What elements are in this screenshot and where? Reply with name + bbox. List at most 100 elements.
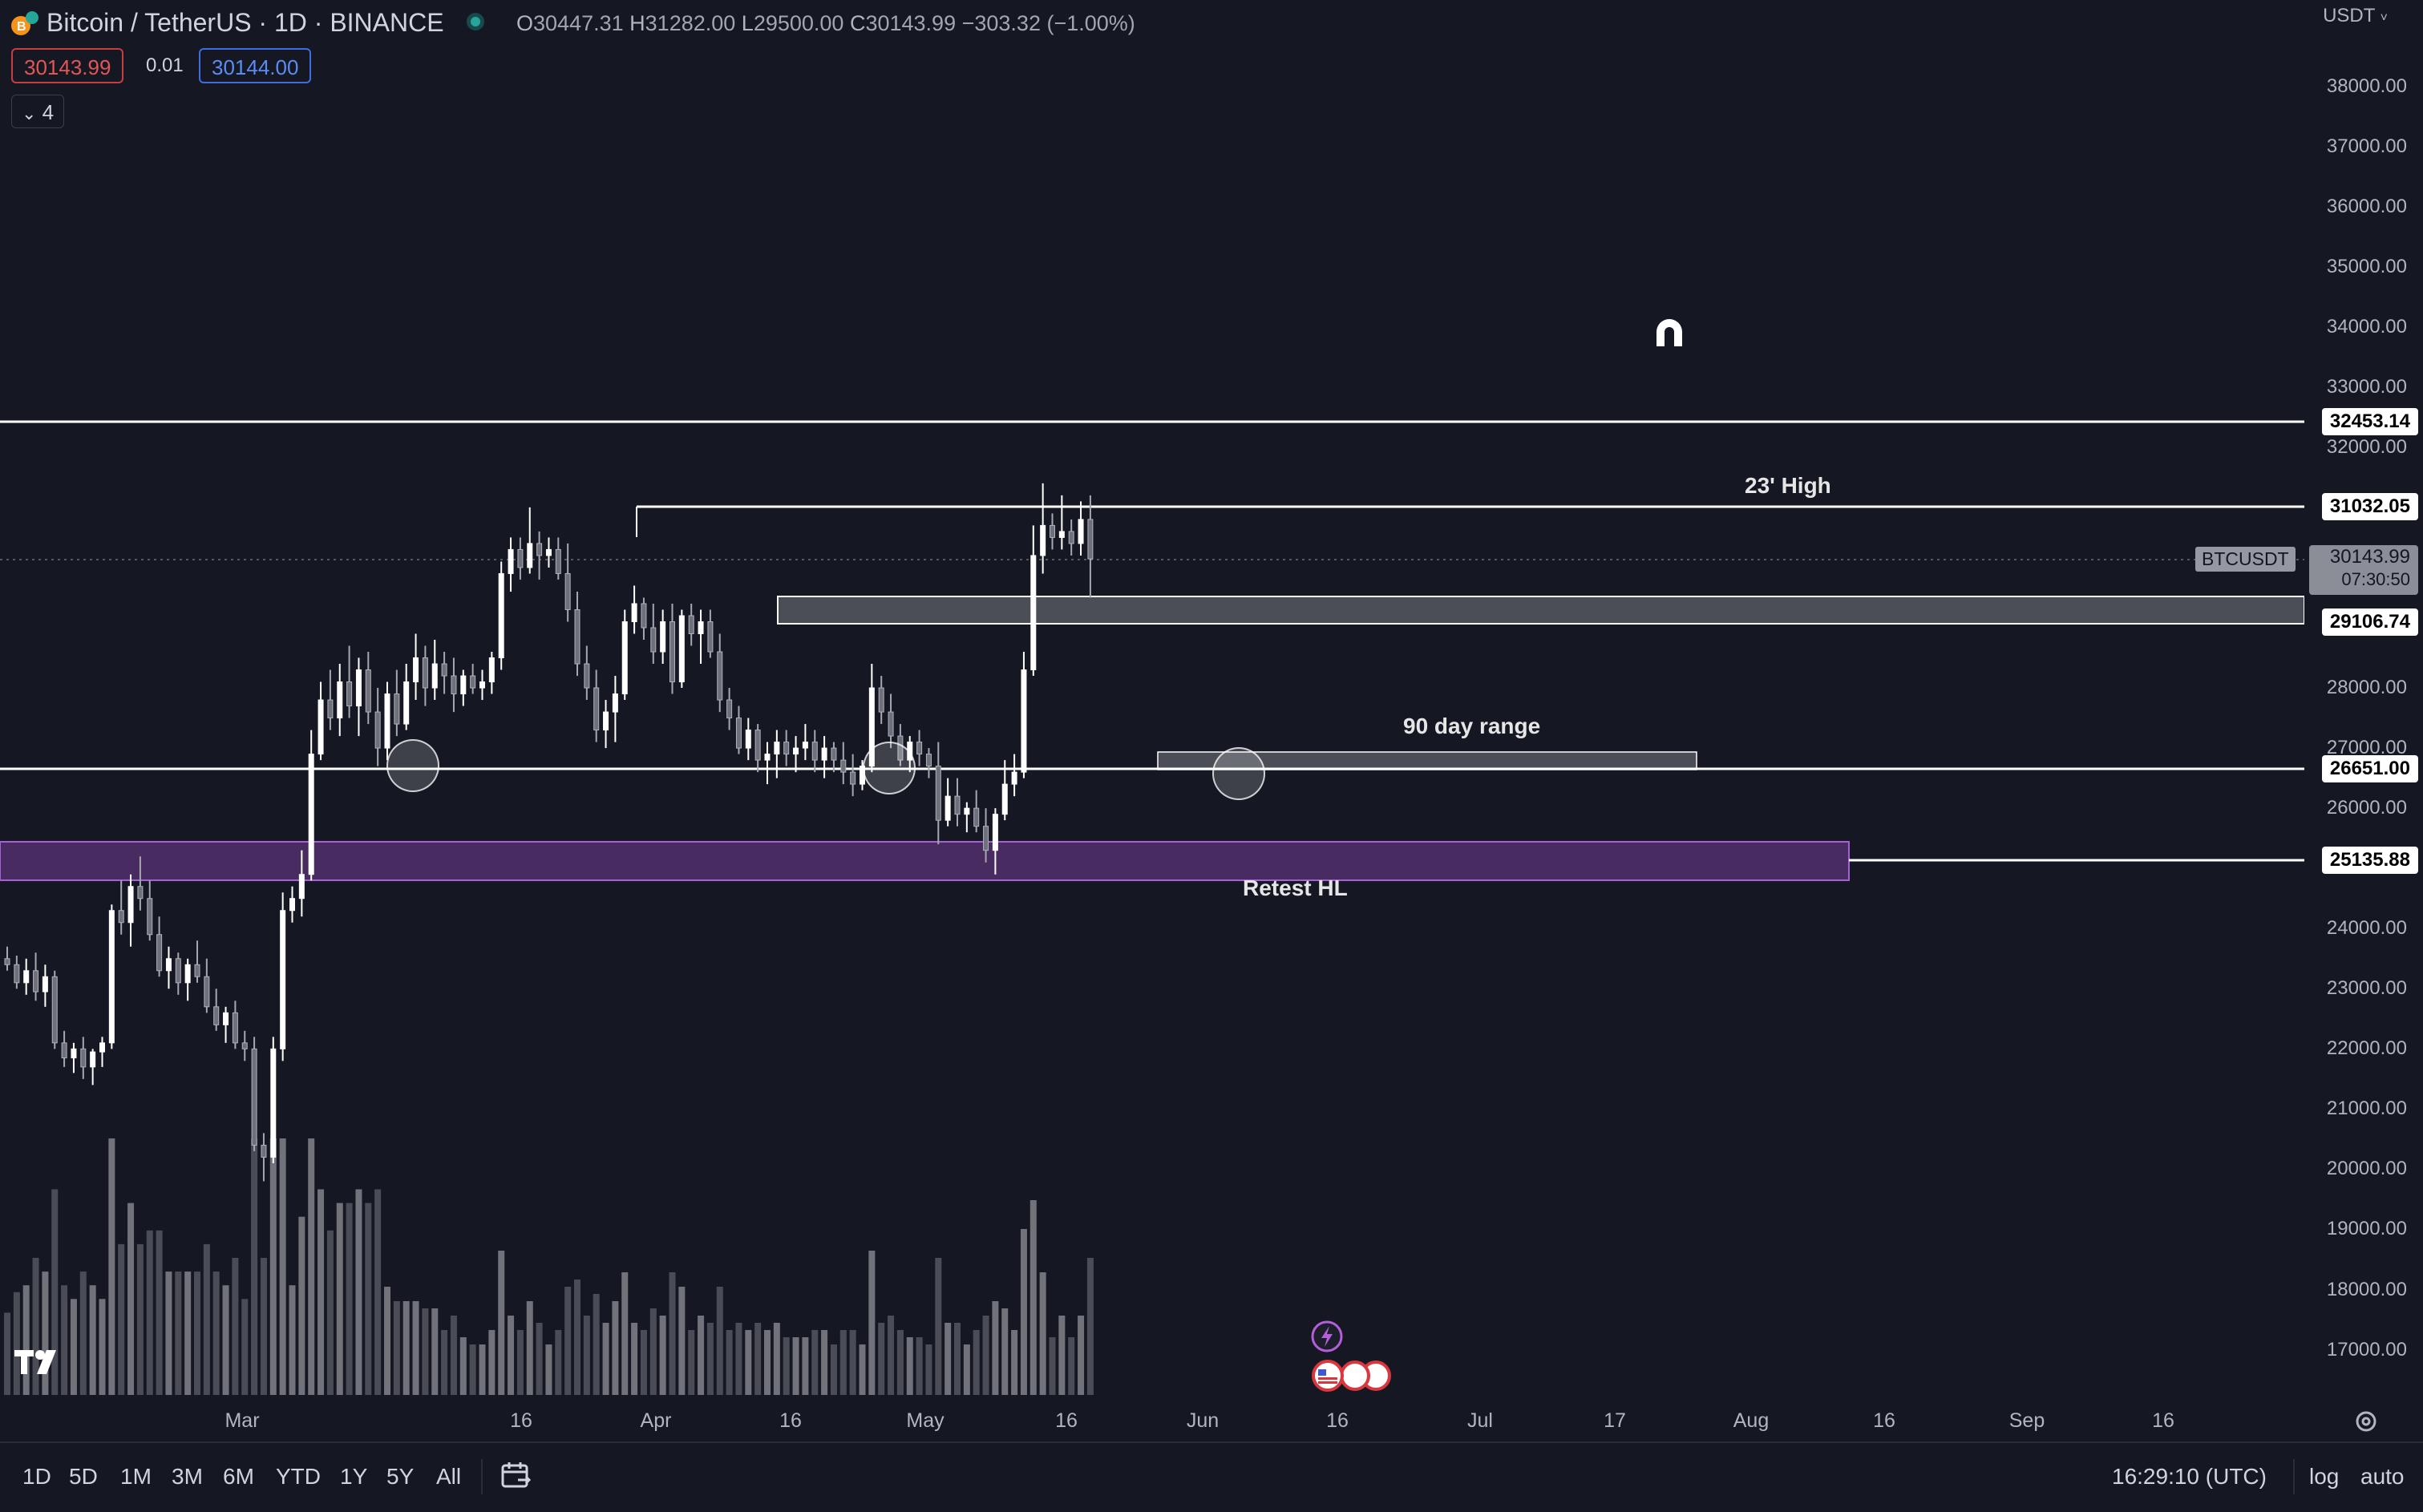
candle-body[interactable]	[574, 608, 580, 665]
candle-body[interactable]	[156, 934, 163, 972]
candle-body[interactable]	[821, 747, 827, 761]
buy-price-button[interactable]: 30144.00	[199, 48, 312, 83]
candle-body[interactable]	[33, 970, 39, 993]
candle-body[interactable]	[384, 693, 390, 749]
utc-clock[interactable]: 16:29:10 (UTC)	[2112, 1464, 2267, 1489]
candle-body[interactable]	[517, 548, 524, 568]
annotation-retest-hl[interactable]: Retest HL	[1243, 875, 1348, 900]
timeframe-button-3m[interactable]: 3M	[172, 1464, 203, 1489]
candle-body[interactable]	[1011, 771, 1017, 785]
candle-body[interactable]	[127, 886, 134, 924]
candle-body[interactable]	[754, 730, 761, 761]
candle-body[interactable]	[935, 766, 941, 821]
candle-body[interactable]	[925, 754, 932, 767]
market-status-dot[interactable]	[467, 13, 484, 30]
timeframe-button-6m[interactable]: 6M	[223, 1464, 254, 1489]
candle-body[interactable]	[764, 754, 771, 761]
candle-body[interactable]	[992, 814, 998, 851]
auto-scale-toggle[interactable]: auto	[2360, 1464, 2405, 1489]
candle-body[interactable]	[223, 1012, 229, 1025]
annotation-90-day-range[interactable]: 90 day range	[1403, 714, 1541, 738]
level-tag-31032[interactable]: 31032.05	[2321, 493, 2418, 520]
candle-body[interactable]	[175, 958, 181, 984]
candle-body[interactable]	[584, 663, 590, 689]
candle-body[interactable]	[413, 657, 419, 683]
candle-body[interactable]	[346, 681, 353, 707]
sell-price-button[interactable]: 30143.99	[11, 48, 124, 83]
candle-body[interactable]	[916, 742, 923, 755]
candle-body[interactable]	[165, 958, 172, 972]
candle-body[interactable]	[355, 669, 362, 707]
candle-body[interactable]	[1087, 519, 1094, 560]
candle-body[interactable]	[204, 976, 210, 1008]
candle-body[interactable]	[1030, 555, 1037, 671]
candle-body[interactable]	[1078, 519, 1084, 544]
candle-body[interactable]	[698, 621, 704, 635]
candle-body[interactable]	[51, 976, 58, 1044]
candle-body[interactable]	[745, 730, 751, 749]
candle-body[interactable]	[802, 742, 808, 749]
log-scale-toggle[interactable]: log	[2309, 1464, 2340, 1489]
candle-body[interactable]	[108, 910, 115, 1044]
circle-marker-2[interactable]	[863, 742, 916, 794]
candle-body[interactable]	[564, 572, 571, 610]
candle-body[interactable]	[593, 687, 600, 731]
timeframe-button-1y[interactable]: 1Y	[340, 1464, 368, 1489]
price-axis[interactable]: USDT ˅ 38000.00 37000.00 36000.00 35000.00 3…	[2304, 0, 2423, 1400]
candlestick-chart[interactable]	[0, 0, 2304, 1400]
candle-body[interactable]	[4, 958, 10, 965]
candle-body[interactable]	[137, 886, 144, 900]
time-axis[interactable]: Mar 16 Apr 16 May 16 Jun 16 Jul 17 Aug 16 Sep 16	[0, 1400, 2376, 1441]
candle-body[interactable]	[888, 711, 894, 737]
candle-body[interactable]	[14, 964, 20, 984]
candle-body[interactable]	[403, 681, 410, 725]
candle-body[interactable]	[603, 711, 609, 731]
annotation-23-high[interactable]: 23' High	[1745, 473, 1831, 498]
level-tag-32453[interactable]: 32453.14	[2321, 408, 2418, 435]
candle-body[interactable]	[660, 621, 666, 653]
candle-body[interactable]	[1021, 669, 1027, 773]
candle-body[interactable]	[1058, 531, 1065, 538]
candle-body[interactable]	[327, 699, 334, 719]
level-tag-26651[interactable]: 26651.00	[2321, 755, 2418, 782]
us-flag-events-icon[interactable]	[1309, 1358, 1402, 1393]
candle-body[interactable]	[42, 976, 48, 993]
timeframe-button-all[interactable]: All	[436, 1464, 462, 1489]
candle-body[interactable]	[184, 964, 191, 984]
candle-body[interactable]	[118, 910, 124, 924]
candle-body[interactable]	[840, 759, 847, 773]
candle-body[interactable]	[735, 718, 742, 749]
candle-body[interactable]	[422, 657, 428, 689]
candle-body[interactable]	[280, 910, 286, 1049]
candle-body[interactable]	[964, 807, 970, 815]
candle-body[interactable]	[973, 807, 980, 827]
candle-body[interactable]	[90, 1051, 96, 1068]
tradingview-logo-icon[interactable]	[14, 1347, 69, 1379]
candle-body[interactable]	[488, 657, 495, 683]
circle-marker-3[interactable]	[1212, 747, 1265, 800]
candle-body[interactable]	[308, 754, 314, 875]
timeframe-button-5y[interactable]: 5Y	[386, 1464, 415, 1489]
candle-body[interactable]	[831, 747, 837, 761]
candle-body[interactable]	[298, 874, 305, 900]
candle-body[interactable]	[688, 615, 694, 635]
timeframe-button-ytd[interactable]: YTD	[276, 1464, 321, 1489]
candle-body[interactable]	[289, 898, 295, 912]
candle-body[interactable]	[232, 1012, 238, 1044]
chart-plot-area[interactable]: 23' High 90 day range Retest HL B Bitcoi…	[0, 0, 2304, 1400]
support-zone-purple[interactable]	[0, 841, 1850, 881]
candle-body[interactable]	[270, 1048, 277, 1158]
candle-body[interactable]	[793, 747, 799, 755]
candle-body[interactable]	[318, 699, 324, 755]
candle-body[interactable]	[717, 651, 723, 701]
candle-body[interactable]	[783, 742, 790, 755]
candle-body[interactable]	[23, 970, 30, 984]
candle-body[interactable]	[1040, 524, 1046, 556]
candle-body[interactable]	[612, 693, 618, 713]
date-range-icon[interactable]	[499, 1459, 532, 1493]
candle-body[interactable]	[545, 548, 552, 556]
candle-body[interactable]	[365, 669, 371, 713]
candle-body[interactable]	[251, 1048, 257, 1146]
resistance-zone-gray[interactable]	[777, 596, 2304, 625]
candle-body[interactable]	[678, 615, 685, 683]
